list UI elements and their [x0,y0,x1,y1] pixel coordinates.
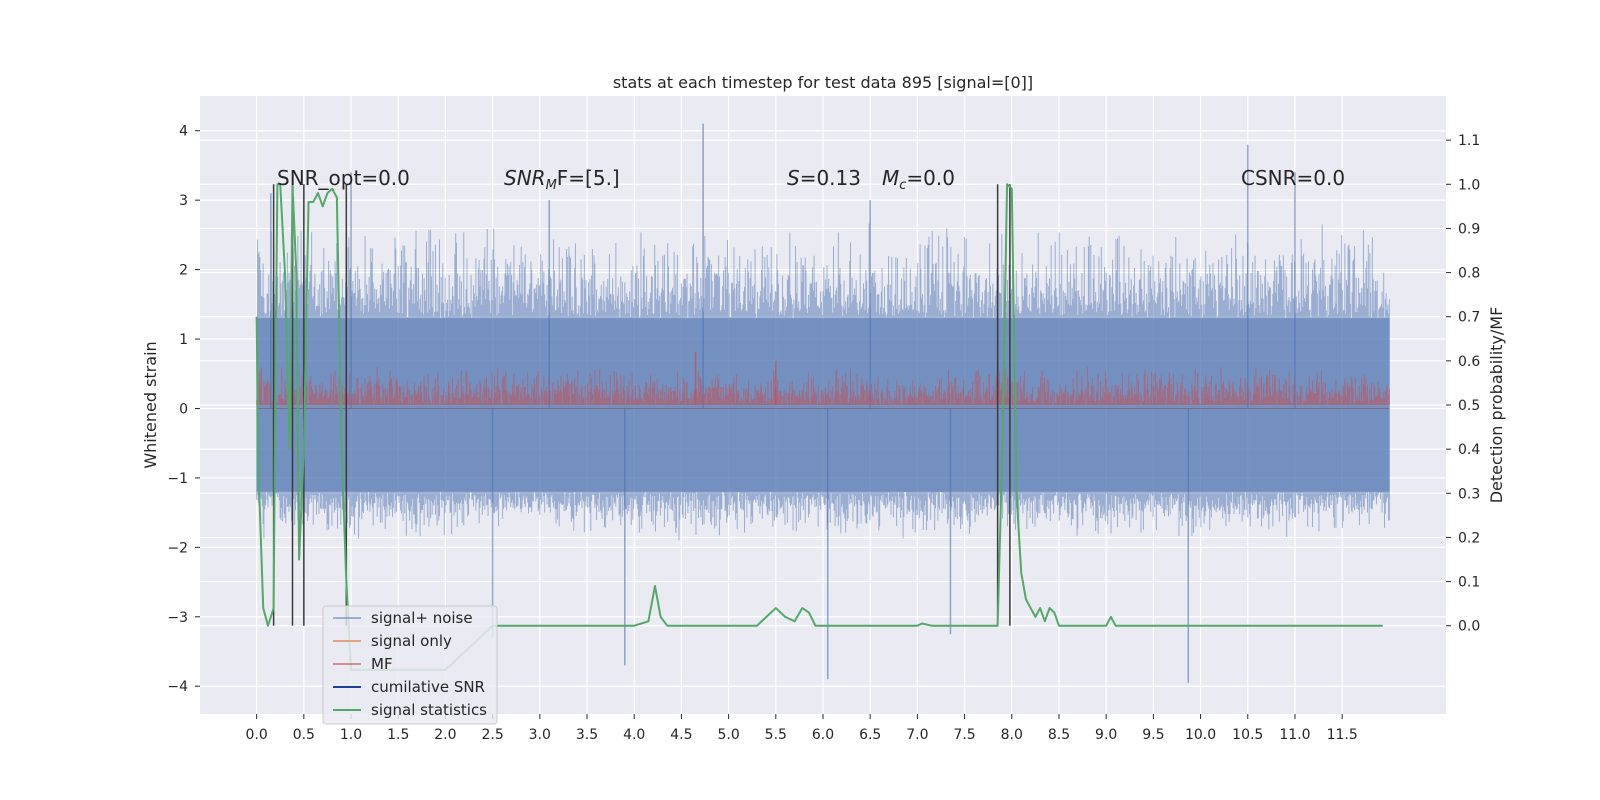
legend-label-signal-statistics: signal statistics [371,701,487,719]
annotation-s: S=0.13 [787,166,861,190]
x-tick-label: 0.0 [246,727,268,743]
y-right-tick-label: 0.1 [1458,575,1480,591]
x-tick-label: 9.5 [1142,727,1164,743]
y-right-tick-label: 0.2 [1458,530,1480,546]
annotation-snr-mf-rest: F=[5.] [557,166,620,190]
legend-label-mf: MF [371,655,393,673]
y-right-tick-label: 0.6 [1458,354,1480,370]
y-tick-label: 2 [179,263,188,279]
annotation-s-main: S [787,166,800,190]
x-tick-label: 8.5 [1048,727,1070,743]
x-tick-label: 4.0 [623,727,645,743]
series-signal-statistics [255,183,1383,671]
annotation-snr-mf-main: SNR [504,166,546,190]
annotation-mc-main: M [882,166,899,190]
y-right-tick-label: 0.0 [1458,619,1480,635]
y-right-tick-label: 0.7 [1458,310,1480,326]
annotation-snr-mf: SNRMF=[5.] [504,166,620,193]
annotation-csnr: CSNR=0.0 [1241,166,1345,190]
x-tick-label: 5.5 [765,727,787,743]
legend-box [322,605,498,725]
x-tick-label: 8.0 [1001,727,1023,743]
x-tick-label: 6.0 [812,727,834,743]
y-right-tick-label: 1.0 [1458,177,1480,193]
y-tick-label: 1 [179,332,188,348]
x-tick-label: 3.5 [576,727,598,743]
x-tick-label: 6.5 [859,727,881,743]
x-tick-label: 11.0 [1279,727,1310,743]
y-tick-label: 3 [179,193,188,209]
y-right-tick-label: 0.4 [1458,442,1480,458]
y-axis-left: 4 3 2 1 0 −1 −2 −3 −4 [167,124,200,695]
y-right-tick-label: 0.5 [1458,398,1480,414]
x-tick-label: 10.5 [1232,727,1263,743]
y-tick-label: 4 [179,124,188,140]
x-tick-label: 1.0 [340,727,362,743]
y-tick-label: 0 [179,401,188,417]
y-right-tick-label: 0.8 [1458,266,1480,282]
x-tick-label: 3.0 [529,727,551,743]
legend-label-signal-only: signal only [371,632,452,650]
legend-label-cumulative-snr: cumilative SNR [371,678,485,696]
mf-trace [256,366,1390,405]
y-axis-label-right: Detection probability/MF [1487,307,1506,504]
annotation-snr-opt: SNR_opt=0.0 [277,166,410,190]
annotation-mc-sub: c [899,178,906,193]
x-tick-label: 11.5 [1327,727,1358,743]
series-layer [255,123,1390,683]
x-tick-label: 2.0 [434,727,456,743]
annotation-mc: Mc=0.0 [882,166,955,193]
x-tick-label: 0.5 [293,727,315,743]
legend-label-signal-noise: signal+ noise [371,609,473,627]
marker-lines [272,184,1011,626]
x-axis: 0.0 0.5 1.0 1.5 2.0 2.5 3.0 3.5 4.0 4.5 5.0 5.5 6.0 6… [246,714,1358,743]
y-right-tick-label: 1.1 [1458,133,1480,149]
chart-title: stats at each timestep for test data 895… [613,73,1033,92]
y-right-tick-label: 0.3 [1458,486,1480,502]
y-tick-label: −2 [167,540,188,556]
annotation-mc-rest: =0.0 [906,166,955,190]
y-right-tick-label: 0.9 [1458,221,1480,237]
x-tick-label: 2.5 [481,727,503,743]
y-axis-right: 1.1 1.0 0.9 0.8 0.7 0.6 0.5 0.4 0.3 0.2 0.1 0.0 [1446,133,1480,635]
annotation-snr-mf-sub: M [546,178,557,193]
x-tick-label: 4.5 [670,727,692,743]
legend: signal+ noise signal only MF cumilative … [322,605,498,725]
y-tick-label: −4 [167,679,188,695]
x-tick-label: 10.0 [1185,727,1216,743]
x-tick-label: 5.0 [717,727,739,743]
y-axis-label-left: Whitened strain [141,341,160,468]
y-tick-label: −3 [167,610,188,626]
x-tick-label: 7.0 [906,727,928,743]
y-tick-label: −1 [167,471,188,487]
x-tick-label: 7.5 [953,727,975,743]
annotation-s-rest: =0.13 [800,166,861,190]
x-tick-label: 9.0 [1095,727,1117,743]
x-tick-label: 1.5 [387,727,409,743]
